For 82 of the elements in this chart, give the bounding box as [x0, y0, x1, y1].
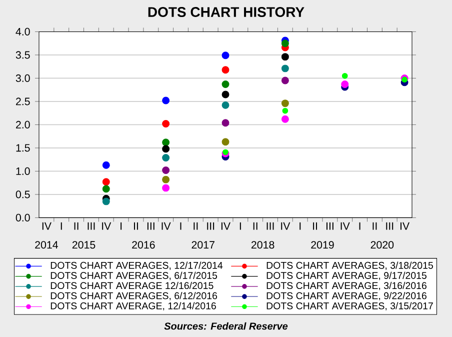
x-tick-label: III — [88, 222, 95, 230]
x-tick-label: III — [386, 222, 394, 230]
y-tick-label: 1.5 — [16, 144, 30, 152]
point — [162, 145, 170, 153]
point — [341, 80, 349, 88]
point — [281, 53, 289, 61]
point — [162, 96, 170, 104]
text: 2017 — [192, 241, 214, 249]
legend-label: DOTS CHART AVERAGE, 9/22/2016 — [266, 292, 426, 300]
source-note: Sources: Federal Reserve — [164, 322, 288, 330]
text: 2019 — [311, 241, 334, 249]
legend-label: DOTS CHART AVERAGES, 12/17/2014 — [50, 262, 223, 270]
x-tick-label: II — [194, 222, 198, 230]
point — [222, 90, 230, 98]
x-tick-label: II — [313, 222, 318, 230]
legend-label: DOTS CHART AVERAGE, 3/16/2016 — [266, 282, 426, 290]
x-tick-label: II — [74, 222, 78, 230]
legend-label: DOTS CHART AVERAGES, 3/15/2017 — [266, 302, 433, 310]
legend-label: DOTS CHART AVERAGE 12/16/2015 — [50, 282, 214, 290]
point — [342, 72, 348, 79]
point — [222, 66, 230, 74]
point — [222, 119, 230, 127]
point — [222, 138, 230, 146]
point — [102, 161, 110, 169]
x-tick-label: III — [207, 222, 214, 230]
x-tick-label: IV — [340, 222, 350, 230]
x-tick-label: I — [359, 222, 360, 230]
point — [281, 40, 289, 48]
x-tick-label: I — [60, 222, 62, 230]
point — [222, 101, 230, 109]
point — [281, 76, 289, 84]
point — [162, 154, 170, 162]
point — [162, 120, 170, 128]
point — [282, 108, 288, 114]
point — [222, 80, 230, 88]
text: 2014 — [35, 241, 58, 249]
x-tick-label: I — [300, 222, 301, 230]
x-tick-label: IV — [102, 222, 112, 230]
point — [162, 176, 170, 184]
legend-label: DOTS CHART AVERAGES, 6/17/2015 — [50, 272, 218, 280]
x-tick-label: II — [134, 222, 138, 230]
x-tick-label: IV — [400, 222, 410, 230]
x-tick-label: III — [266, 222, 274, 230]
x-tick-label: IV — [221, 222, 230, 230]
x-tick-label: II — [372, 222, 377, 230]
point — [102, 198, 110, 206]
chart-title: DOTS CHART HISTORY — [148, 7, 304, 17]
legend-label: DOTS CHART AVERAGES, 3/18/2015 — [266, 262, 433, 270]
point — [281, 115, 289, 123]
x-tick-label: I — [240, 222, 241, 230]
legend-label: DOTS CHART AVERAGE, 12/14/2016 — [50, 302, 216, 310]
y-tick-label: 0.0 — [16, 214, 30, 222]
y-tick-label: 1.0 — [16, 167, 30, 175]
point — [102, 185, 110, 193]
y-tick-label: 2.5 — [16, 98, 30, 106]
point — [162, 184, 170, 192]
x-tick-label: IV — [42, 222, 52, 230]
x-tick-label: I — [120, 222, 122, 230]
point — [102, 178, 110, 186]
point — [281, 100, 289, 108]
point — [162, 138, 170, 146]
y-tick-label: 3.0 — [16, 74, 30, 82]
legend-label: DOTS CHART AVERAGES, 6/12/2016 — [50, 292, 218, 300]
y-tick-label: 4.0 — [16, 28, 30, 36]
x-tick-label: II — [253, 222, 258, 230]
text: 2018 — [251, 241, 274, 249]
y-tick-label: 0.5 — [16, 190, 30, 198]
x-tick-label: III — [326, 222, 334, 230]
x-tick-label: IV — [162, 222, 171, 230]
y-tick-label: 2.0 — [16, 120, 30, 128]
text: 2020 — [370, 241, 394, 249]
point — [162, 166, 170, 174]
point — [402, 76, 408, 83]
x-tick-label: I — [180, 222, 182, 230]
text: 2015 — [72, 241, 96, 249]
legend-label: DOTS CHART AVERAGE, 9/17/2015 — [266, 272, 426, 280]
point — [281, 64, 289, 72]
y-tick-label: 3.5 — [16, 51, 30, 59]
x-tick-label: III — [147, 222, 154, 230]
x-tick-label: IV — [281, 222, 290, 230]
text: 2016 — [132, 241, 155, 249]
point — [222, 52, 230, 60]
